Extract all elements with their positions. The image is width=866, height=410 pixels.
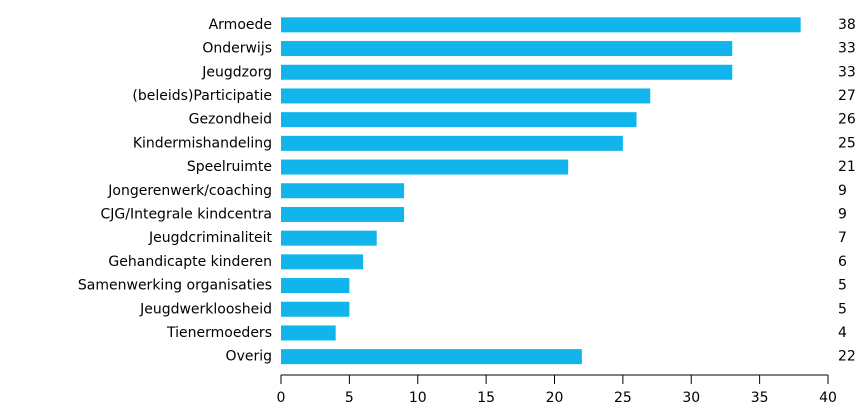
x-tick-label: 30 bbox=[682, 390, 700, 406]
x-tick-label: 15 bbox=[477, 390, 495, 406]
value-label: 5 bbox=[838, 278, 847, 294]
category-label: Speelruimte bbox=[187, 159, 272, 175]
x-tick-label: 25 bbox=[614, 390, 632, 406]
value-label: 33 bbox=[838, 41, 856, 57]
value-label: 21 bbox=[838, 159, 856, 175]
value-label: 7 bbox=[838, 230, 847, 246]
bar bbox=[281, 135, 623, 151]
x-tick-label: 40 bbox=[819, 390, 837, 406]
x-tick-label: 10 bbox=[409, 390, 427, 406]
category-label: Jeugdwerkloosheid bbox=[139, 301, 272, 317]
category-label: Samenwerking organisaties bbox=[78, 278, 272, 294]
x-tick-label: 20 bbox=[546, 390, 564, 406]
bar bbox=[281, 278, 350, 294]
category-label: Kindermishandeling bbox=[133, 135, 272, 151]
value-label: 5 bbox=[838, 301, 847, 317]
category-label: Tienermoeders bbox=[166, 325, 272, 341]
category-label: Jongerenwerk/coaching bbox=[107, 183, 272, 199]
value-label: 38 bbox=[838, 17, 856, 33]
bar bbox=[281, 301, 350, 317]
bar bbox=[281, 254, 364, 270]
bar bbox=[281, 64, 733, 80]
value-label: 33 bbox=[838, 64, 856, 80]
category-label: Jeugdcriminaliteit bbox=[148, 230, 272, 246]
bar bbox=[281, 206, 405, 222]
bar bbox=[281, 183, 405, 199]
category-label: Jeugdzorg bbox=[201, 64, 272, 80]
bar bbox=[281, 349, 582, 365]
category-label: CJG/Integrale kindcentra bbox=[100, 206, 272, 222]
x-tick-label: 0 bbox=[277, 390, 286, 406]
value-label: 22 bbox=[838, 349, 856, 365]
category-label: Gezondheid bbox=[189, 112, 272, 128]
value-label: 4 bbox=[838, 325, 847, 341]
category-label: Overig bbox=[226, 349, 272, 365]
value-label: 25 bbox=[838, 135, 856, 151]
bar bbox=[281, 230, 377, 246]
category-label: Gehandicapte kinderen bbox=[108, 254, 272, 270]
x-tick-label: 5 bbox=[345, 390, 354, 406]
category-label: Onderwijs bbox=[202, 41, 272, 57]
bar bbox=[281, 88, 651, 104]
category-label: Armoede bbox=[209, 17, 272, 33]
bar bbox=[281, 17, 801, 33]
bar bbox=[281, 41, 733, 57]
value-label: 26 bbox=[838, 112, 856, 128]
bar bbox=[281, 159, 569, 175]
value-label: 9 bbox=[838, 183, 847, 199]
value-label: 27 bbox=[838, 88, 856, 104]
bar bbox=[281, 112, 637, 128]
x-tick-label: 35 bbox=[751, 390, 769, 406]
bar bbox=[281, 325, 336, 341]
value-label: 9 bbox=[838, 206, 847, 222]
value-label: 6 bbox=[838, 254, 847, 270]
category-label: (beleids)Participatie bbox=[132, 88, 272, 104]
